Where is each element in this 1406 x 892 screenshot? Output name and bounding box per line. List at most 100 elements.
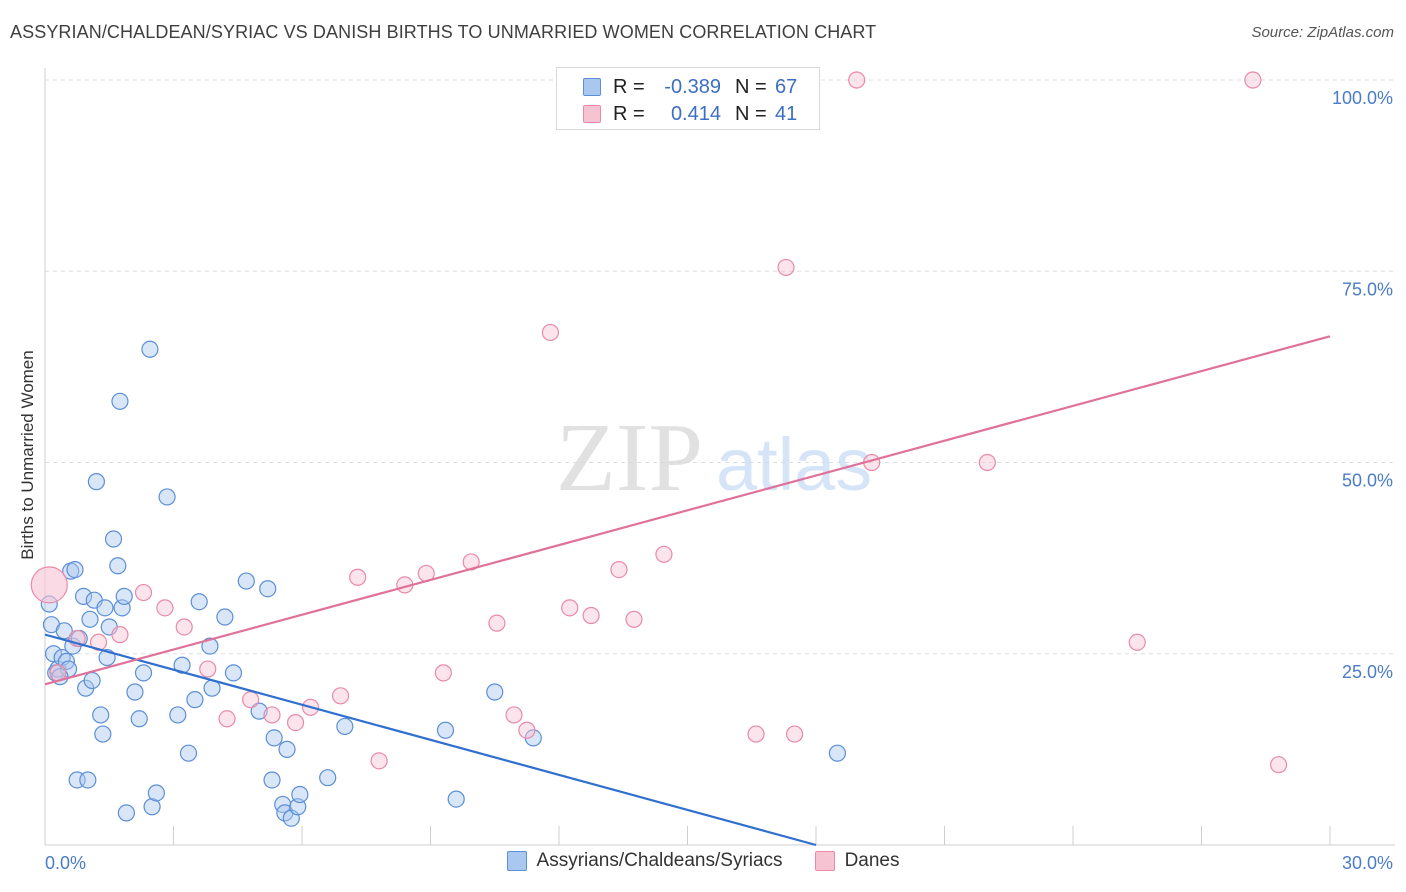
series-legend-label: Danes: [844, 850, 900, 871]
series-legend-item-danes[interactable]: Danes: [814, 850, 900, 872]
dane-point: [156, 599, 174, 617]
chart-source: Source: ZipAtlas.com: [1251, 24, 1394, 41]
dane-point: [785, 725, 804, 743]
assyrian-point: [186, 691, 204, 709]
assyrian-point: [104, 530, 123, 548]
dane-point: [655, 545, 673, 563]
assyrian-point: [265, 729, 283, 747]
x-tick-label: 30.0%: [1342, 853, 1393, 873]
dane-point: [111, 626, 129, 644]
assyrian-point: [173, 656, 191, 674]
watermark: ZIP atlas: [556, 404, 872, 512]
dane-point: [199, 660, 217, 678]
assyrian-point: [92, 706, 110, 724]
assyrian-point: [263, 771, 281, 789]
assyrian-point: [87, 473, 106, 491]
legend-r-label: R =: [613, 75, 645, 98]
dane-point: [1128, 633, 1146, 651]
series-legend-item-assyrians[interactable]: Assyrians/Chaldeans/Syriacs: [506, 850, 783, 872]
dane-point: [242, 691, 260, 709]
dane-point: [286, 713, 305, 732]
assyrian-point: [143, 798, 161, 816]
dane-point: [978, 453, 996, 472]
assyrian-point: [96, 599, 114, 617]
dane-point: [370, 752, 388, 770]
dane-point: [331, 687, 350, 705]
dane-trend-line: [44, 335, 1331, 686]
dane-point: [848, 71, 866, 89]
assyrian-point: [201, 637, 219, 655]
legend-r-value: -0.389: [664, 75, 721, 98]
dane-point: [541, 323, 560, 342]
assyrian-point: [79, 771, 97, 789]
assyrian-point: [117, 804, 135, 822]
assyrian-point: [94, 725, 112, 743]
assyrian-point: [130, 710, 148, 728]
dane-point: [218, 710, 236, 728]
assyrian-point: [158, 488, 176, 506]
dane-point: [349, 568, 367, 586]
series-legend: Assyrians/Chaldeans/Syriacs Danes: [0, 850, 1406, 872]
series-legend-swatch-pink: [814, 851, 835, 871]
assyrian-trend-line: [44, 633, 817, 847]
grid-lines: [45, 79, 1395, 655]
legend-n-label: N =: [735, 102, 767, 125]
assyrian-point: [169, 706, 187, 724]
assyrian-point: [319, 769, 337, 787]
dane-point: [561, 599, 579, 617]
assyrian-point: [250, 702, 268, 720]
assyrian-point: [179, 744, 198, 762]
assyrian-point: [111, 392, 129, 410]
y-axis-label: Births to Unmarried Women: [18, 350, 37, 559]
y-tick-label: 25.0%: [1342, 662, 1393, 682]
legend-swatch-blue: [583, 78, 601, 96]
assyrian-point: [147, 784, 165, 802]
assyrian-point: [486, 683, 504, 701]
y-tick-label: 50.0%: [1342, 471, 1393, 491]
dane-point: [434, 664, 452, 682]
assyrian-point: [134, 664, 153, 682]
dane-point: [582, 606, 600, 625]
series-legend-swatch-blue: [506, 851, 527, 871]
dane-point: [518, 721, 536, 739]
dane-point: [1269, 756, 1288, 774]
tick-labels: 25.0% 50.0% 75.0% 100.0% 0.0% 30.0%: [45, 88, 1393, 873]
dane-point: [777, 258, 795, 277]
legend-row-assyrians: R = -0.389 N = 67: [557, 73, 797, 101]
legend-n-value: 41: [775, 102, 798, 125]
dane-point: [134, 583, 153, 602]
legend-r-value: 0.414: [670, 102, 721, 125]
assyrian-point: [436, 721, 455, 739]
assyrian-point: [190, 593, 208, 611]
dane-point: [488, 614, 506, 632]
watermark-zip: ZIP: [556, 404, 703, 512]
dane-point: [263, 706, 281, 724]
assyrian-point: [141, 340, 159, 358]
dane-point: [1244, 71, 1262, 89]
assyrian-point: [81, 610, 99, 628]
assyrian-point: [74, 587, 93, 605]
assyrian-point: [336, 717, 354, 736]
dane-point: [505, 706, 523, 724]
assyrian-point: [224, 664, 243, 682]
legend-n-label: N =: [735, 75, 767, 98]
stats-legend: R = -0.389 N = 67 R = 0.414 N = 41: [556, 67, 820, 130]
legend-row-danes: R = 0.414 N = 41: [557, 100, 797, 128]
assyrian-point: [66, 560, 84, 579]
chart-title: ASSYRIAN/CHALDEAN/SYRIAC VS DANISH BIRTH…: [10, 22, 877, 42]
y-tick-label: 100.0%: [1332, 88, 1393, 108]
assyrian-point: [126, 683, 144, 701]
axes: [44, 68, 1395, 846]
legend-swatch-pink: [583, 105, 601, 123]
assyrian-point: [216, 608, 234, 626]
dane-point: [30, 566, 68, 604]
assyrian-point: [447, 790, 465, 808]
dane-point: [625, 610, 643, 628]
assyrian-point: [828, 744, 847, 762]
assyrian-point: [259, 580, 277, 598]
assyrian-point: [291, 785, 309, 804]
y-tick-label: 75.0%: [1342, 279, 1393, 299]
trend-lines: [44, 335, 1331, 847]
legend-n-value: 67: [775, 75, 798, 98]
